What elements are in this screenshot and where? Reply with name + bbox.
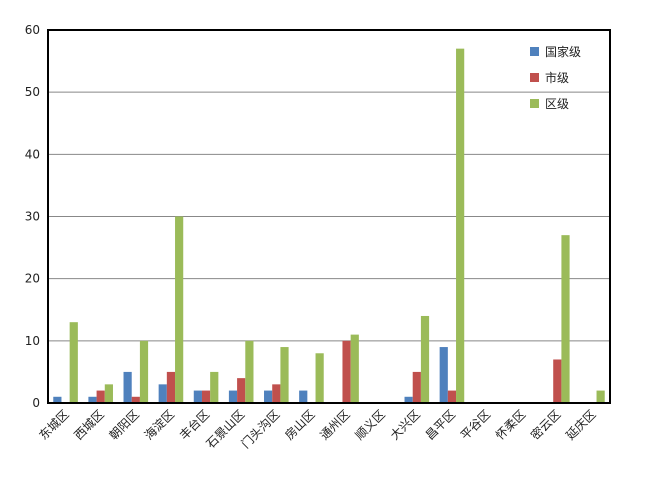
bar: [315, 353, 324, 403]
x-tick-label: 通州区: [317, 407, 352, 442]
y-tick-label: 30: [25, 210, 40, 224]
y-tick-label: 40: [25, 147, 40, 161]
x-tick-label: 延庆区: [563, 407, 598, 442]
x-tick-label: 朝阳区: [107, 407, 142, 442]
bar: [280, 347, 289, 403]
bar: [299, 390, 308, 403]
bar: [245, 340, 254, 403]
x-tick-label: 怀柔区: [493, 407, 528, 442]
bar: [272, 384, 281, 403]
bar: [350, 334, 359, 403]
plot-border: [47, 29, 611, 404]
y-tick-label: 60: [25, 23, 40, 37]
legend-label: 国家级: [545, 44, 581, 59]
x-tick-label: 东城区: [36, 407, 71, 442]
bar: [596, 390, 605, 403]
legend-swatch: [530, 99, 539, 108]
y-tick-label: 10: [25, 334, 40, 348]
x-tick-label: 门头沟区: [238, 407, 283, 452]
x-tick-label: 房山区: [281, 407, 317, 443]
legend-swatch: [530, 73, 539, 82]
bar: [228, 390, 238, 403]
bar: [158, 384, 167, 403]
bar: [175, 216, 184, 403]
x-tick-label: 平谷区: [458, 407, 493, 442]
bar: [69, 322, 78, 403]
bar: [420, 315, 430, 403]
bar: [237, 378, 246, 403]
bar: [412, 371, 421, 403]
bar: [123, 371, 132, 403]
bar: [166, 371, 176, 403]
bar: [139, 340, 149, 403]
bar: [53, 396, 62, 403]
x-tick-label: 大兴区: [388, 407, 423, 442]
bar: [456, 48, 465, 404]
y-tick-label: 20: [25, 272, 40, 286]
bar: [342, 340, 351, 403]
x-tick-label: 顺义区: [352, 407, 387, 442]
bar: [104, 384, 113, 403]
y-tick-label: 50: [25, 85, 40, 99]
x-tick-label: 海淀区: [141, 407, 177, 443]
x-tick-label: 昌平区: [423, 407, 458, 442]
bar: [264, 390, 273, 403]
legend-label: 市级: [545, 70, 569, 85]
bar: [210, 371, 219, 403]
bar: [439, 347, 448, 403]
x-tick-label: 密云区: [527, 407, 563, 443]
bar: [193, 390, 202, 403]
x-tick-label: 西城区: [71, 407, 106, 442]
bar: [404, 396, 413, 403]
bar: [447, 390, 457, 403]
bar: [131, 396, 140, 403]
legend-swatch: [530, 47, 539, 56]
y-tick-label: 0: [32, 396, 40, 410]
bar: [88, 396, 97, 403]
bar: [96, 390, 105, 403]
bar: [561, 235, 570, 403]
legend-label: 区级: [545, 97, 569, 111]
bar: [553, 359, 562, 403]
bar: [201, 390, 211, 403]
